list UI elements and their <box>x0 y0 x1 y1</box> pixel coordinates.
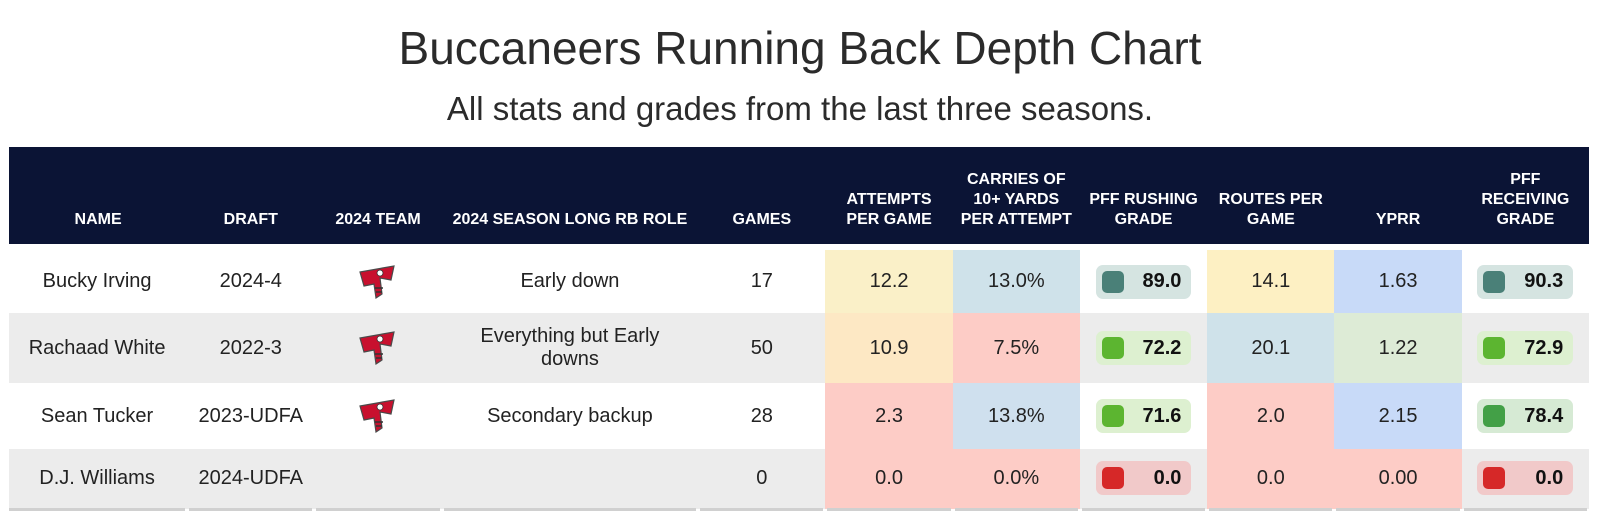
buccaneers-flag-icon <box>358 264 398 300</box>
header-row: NAME DRAFT 2024 TEAM 2024 SEASON LONG RB… <box>9 147 1589 247</box>
games-cell: 28 <box>750 404 773 427</box>
rushing-grade-value: 72.2 <box>1142 336 1182 359</box>
yprr-cell: 0.00 <box>1334 449 1462 509</box>
grade-color-square <box>1101 405 1124 427</box>
role-cell <box>442 449 699 509</box>
col-header-carries-10[interactable]: CARRIES OF 10+ YARDS PER ATTEMPT <box>960 171 1072 228</box>
routes-cell: 20.1 <box>1207 313 1335 383</box>
rushing-grade-value: 71.6 <box>1142 404 1182 427</box>
carries-10-cell: 13.0% <box>952 244 1080 313</box>
rushing-grade-value: 89.0 <box>1142 270 1182 292</box>
draft-cell: 2024-4 <box>187 244 315 313</box>
col-header-role[interactable]: 2024 SEASON LONG RB ROLE <box>452 211 688 228</box>
role-cell: Early down <box>441 244 699 313</box>
grade-color-square <box>1483 467 1506 490</box>
rushing-grade-cell: 71.6 <box>1080 383 1207 449</box>
receiving-grade-value: 90.3 <box>1524 270 1564 292</box>
table-row: Sean Tucker 2023-UDFA Secondary backup 28 2.… <box>9 383 1589 449</box>
attempts-cell: 0.0 <box>825 449 953 509</box>
team-cell <box>314 449 441 509</box>
games-cell: 50 <box>750 336 773 359</box>
attempts-cell: 12.2 <box>825 244 953 313</box>
team-cell <box>314 244 442 313</box>
rushing-grade-cell: 89.0 <box>1079 244 1208 313</box>
table-row: Rachaad White 2022-3 Everything but Early … <box>9 313 1589 383</box>
receiving-grade-value: 0.0 <box>1535 466 1564 489</box>
col-header-yprr[interactable]: YPRR <box>1375 211 1421 228</box>
buccaneers-flag-icon <box>358 398 398 434</box>
team-cell <box>314 313 441 383</box>
carries-10-cell: 13.8% <box>952 383 1080 449</box>
receiving-grade-cell: 72.9 <box>1462 313 1589 383</box>
receiving-grade-badge: 78.4 <box>1477 399 1574 433</box>
carries-10-cell: 0.0% <box>952 449 1080 509</box>
col-header-routes[interactable]: ROUTES PER GAME <box>1218 191 1323 228</box>
routes-cell: 2.0 <box>1207 383 1335 449</box>
routes-cell: 14.1 <box>1207 244 1335 313</box>
page-subtitle: All stats and grades from the last three… <box>446 90 1154 127</box>
rushing-grade-cell: 0.0 <box>1080 449 1207 509</box>
rushing-grade-badge: 89.0 <box>1095 264 1192 299</box>
yprr-cell: 2.15 <box>1334 383 1462 449</box>
role-cell: Secondary backup <box>487 404 653 427</box>
attempts-cell: 10.9 <box>825 313 953 383</box>
table-row: D.J. Williams 2024-UDFA 0 0.0 0.0% 0.0 0.0 0.00… <box>9 449 1589 509</box>
player-name: Rachaad White <box>28 336 166 359</box>
player-name: Bucky Irving <box>9 244 188 313</box>
receiving-grade-badge: 72.9 <box>1477 331 1574 365</box>
games-cell: 0 <box>756 466 768 489</box>
col-header-draft[interactable]: DRAFT <box>223 211 278 228</box>
games-cell: 17 <box>698 244 826 313</box>
player-name: Sean Tucker <box>40 404 154 427</box>
role-cell: Everything but Early downs <box>480 325 660 370</box>
receiving-grade-badge: 0.0 <box>1477 461 1574 496</box>
yprr-cell: 1.63 <box>1334 244 1462 313</box>
depth-chart-table: NAME DRAFT 2024 TEAM 2024 SEASON LONG RB… <box>9 147 1591 511</box>
player-name: D.J. Williams <box>39 466 155 489</box>
table-row: Bucky Irving 2024-4 Early down 17 12.2 13.0% 8… <box>9 244 1589 313</box>
draft-cell: 2023-UDFA <box>198 404 304 427</box>
grade-color-square <box>1483 337 1506 359</box>
col-header-attempts[interactable]: ATTEMPTS PER GAME <box>846 191 932 228</box>
draft-cell: 2022-3 <box>219 336 282 359</box>
grade-color-square <box>1101 270 1124 293</box>
page-title: Buccaneers Running Back Depth Chart <box>398 22 1202 74</box>
draft-cell: 2024-UDFA <box>198 466 304 489</box>
yprr-cell: 1.22 <box>1334 313 1462 383</box>
rushing-grade-badge: 72.2 <box>1095 331 1192 365</box>
receiving-grade-value: 78.4 <box>1524 404 1564 427</box>
col-header-games[interactable]: GAMES <box>732 211 792 228</box>
carries-10-cell: 7.5% <box>952 313 1080 383</box>
grade-color-square <box>1101 467 1124 490</box>
grade-color-square <box>1483 270 1506 293</box>
col-header-team[interactable]: 2024 TEAM <box>335 211 421 228</box>
grade-color-square <box>1101 337 1124 359</box>
rushing-grade-value: 0.0 <box>1153 466 1182 489</box>
attempts-cell: 2.3 <box>825 383 953 449</box>
receiving-grade-cell: 90.3 <box>1461 244 1589 313</box>
team-cell <box>314 383 441 449</box>
col-header-rushing-grade[interactable]: PFF RUSHING GRADE <box>1089 191 1198 228</box>
receiving-grade-cell: 78.4 <box>1462 383 1589 449</box>
receiving-grade-badge: 90.3 <box>1477 264 1574 299</box>
grade-color-square <box>1483 405 1506 427</box>
col-header-name[interactable]: NAME <box>74 211 122 228</box>
receiving-grade-value: 72.9 <box>1524 336 1564 359</box>
col-header-receiving-grade[interactable]: PFF RECEIVING GRADE <box>1481 171 1570 228</box>
rushing-grade-cell: 72.2 <box>1080 313 1207 383</box>
receiving-grade-cell: 0.0 <box>1462 449 1589 509</box>
rushing-grade-badge: 71.6 <box>1095 399 1192 433</box>
rushing-grade-badge: 0.0 <box>1095 461 1192 496</box>
routes-cell: 0.0 <box>1207 449 1335 509</box>
buccaneers-flag-icon <box>358 330 398 366</box>
